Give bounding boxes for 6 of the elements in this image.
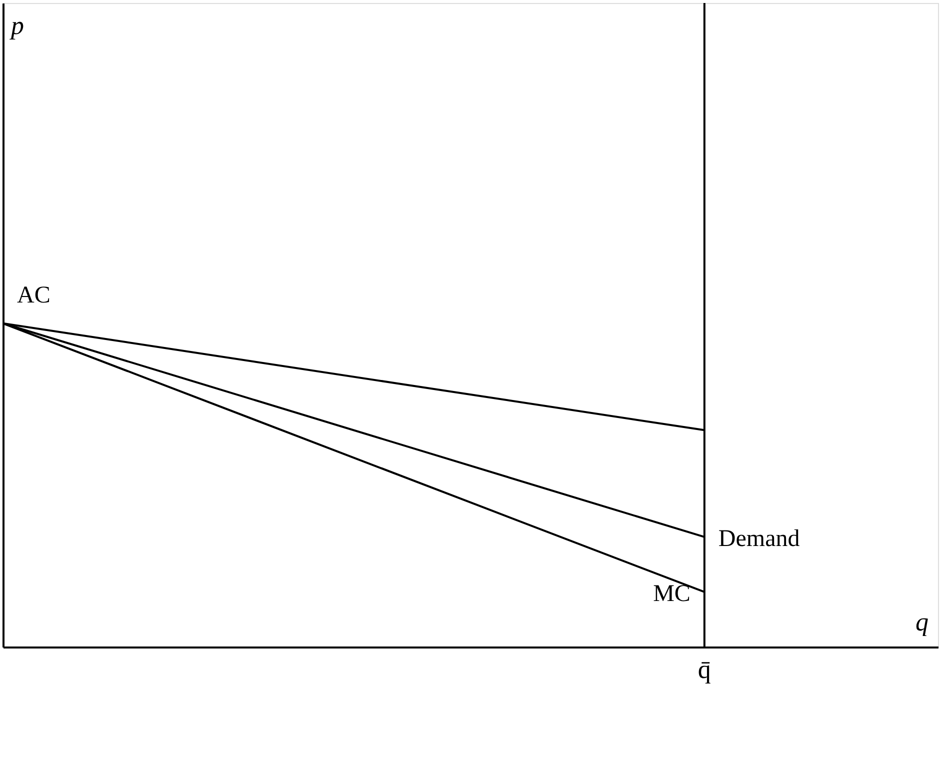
series-label: Demand [718,526,800,552]
text: q̄ [698,655,711,684]
series-label: AC [17,282,50,308]
x-axis-title: q [916,608,928,636]
series-label: MC [653,580,690,607]
text: p [9,11,24,40]
